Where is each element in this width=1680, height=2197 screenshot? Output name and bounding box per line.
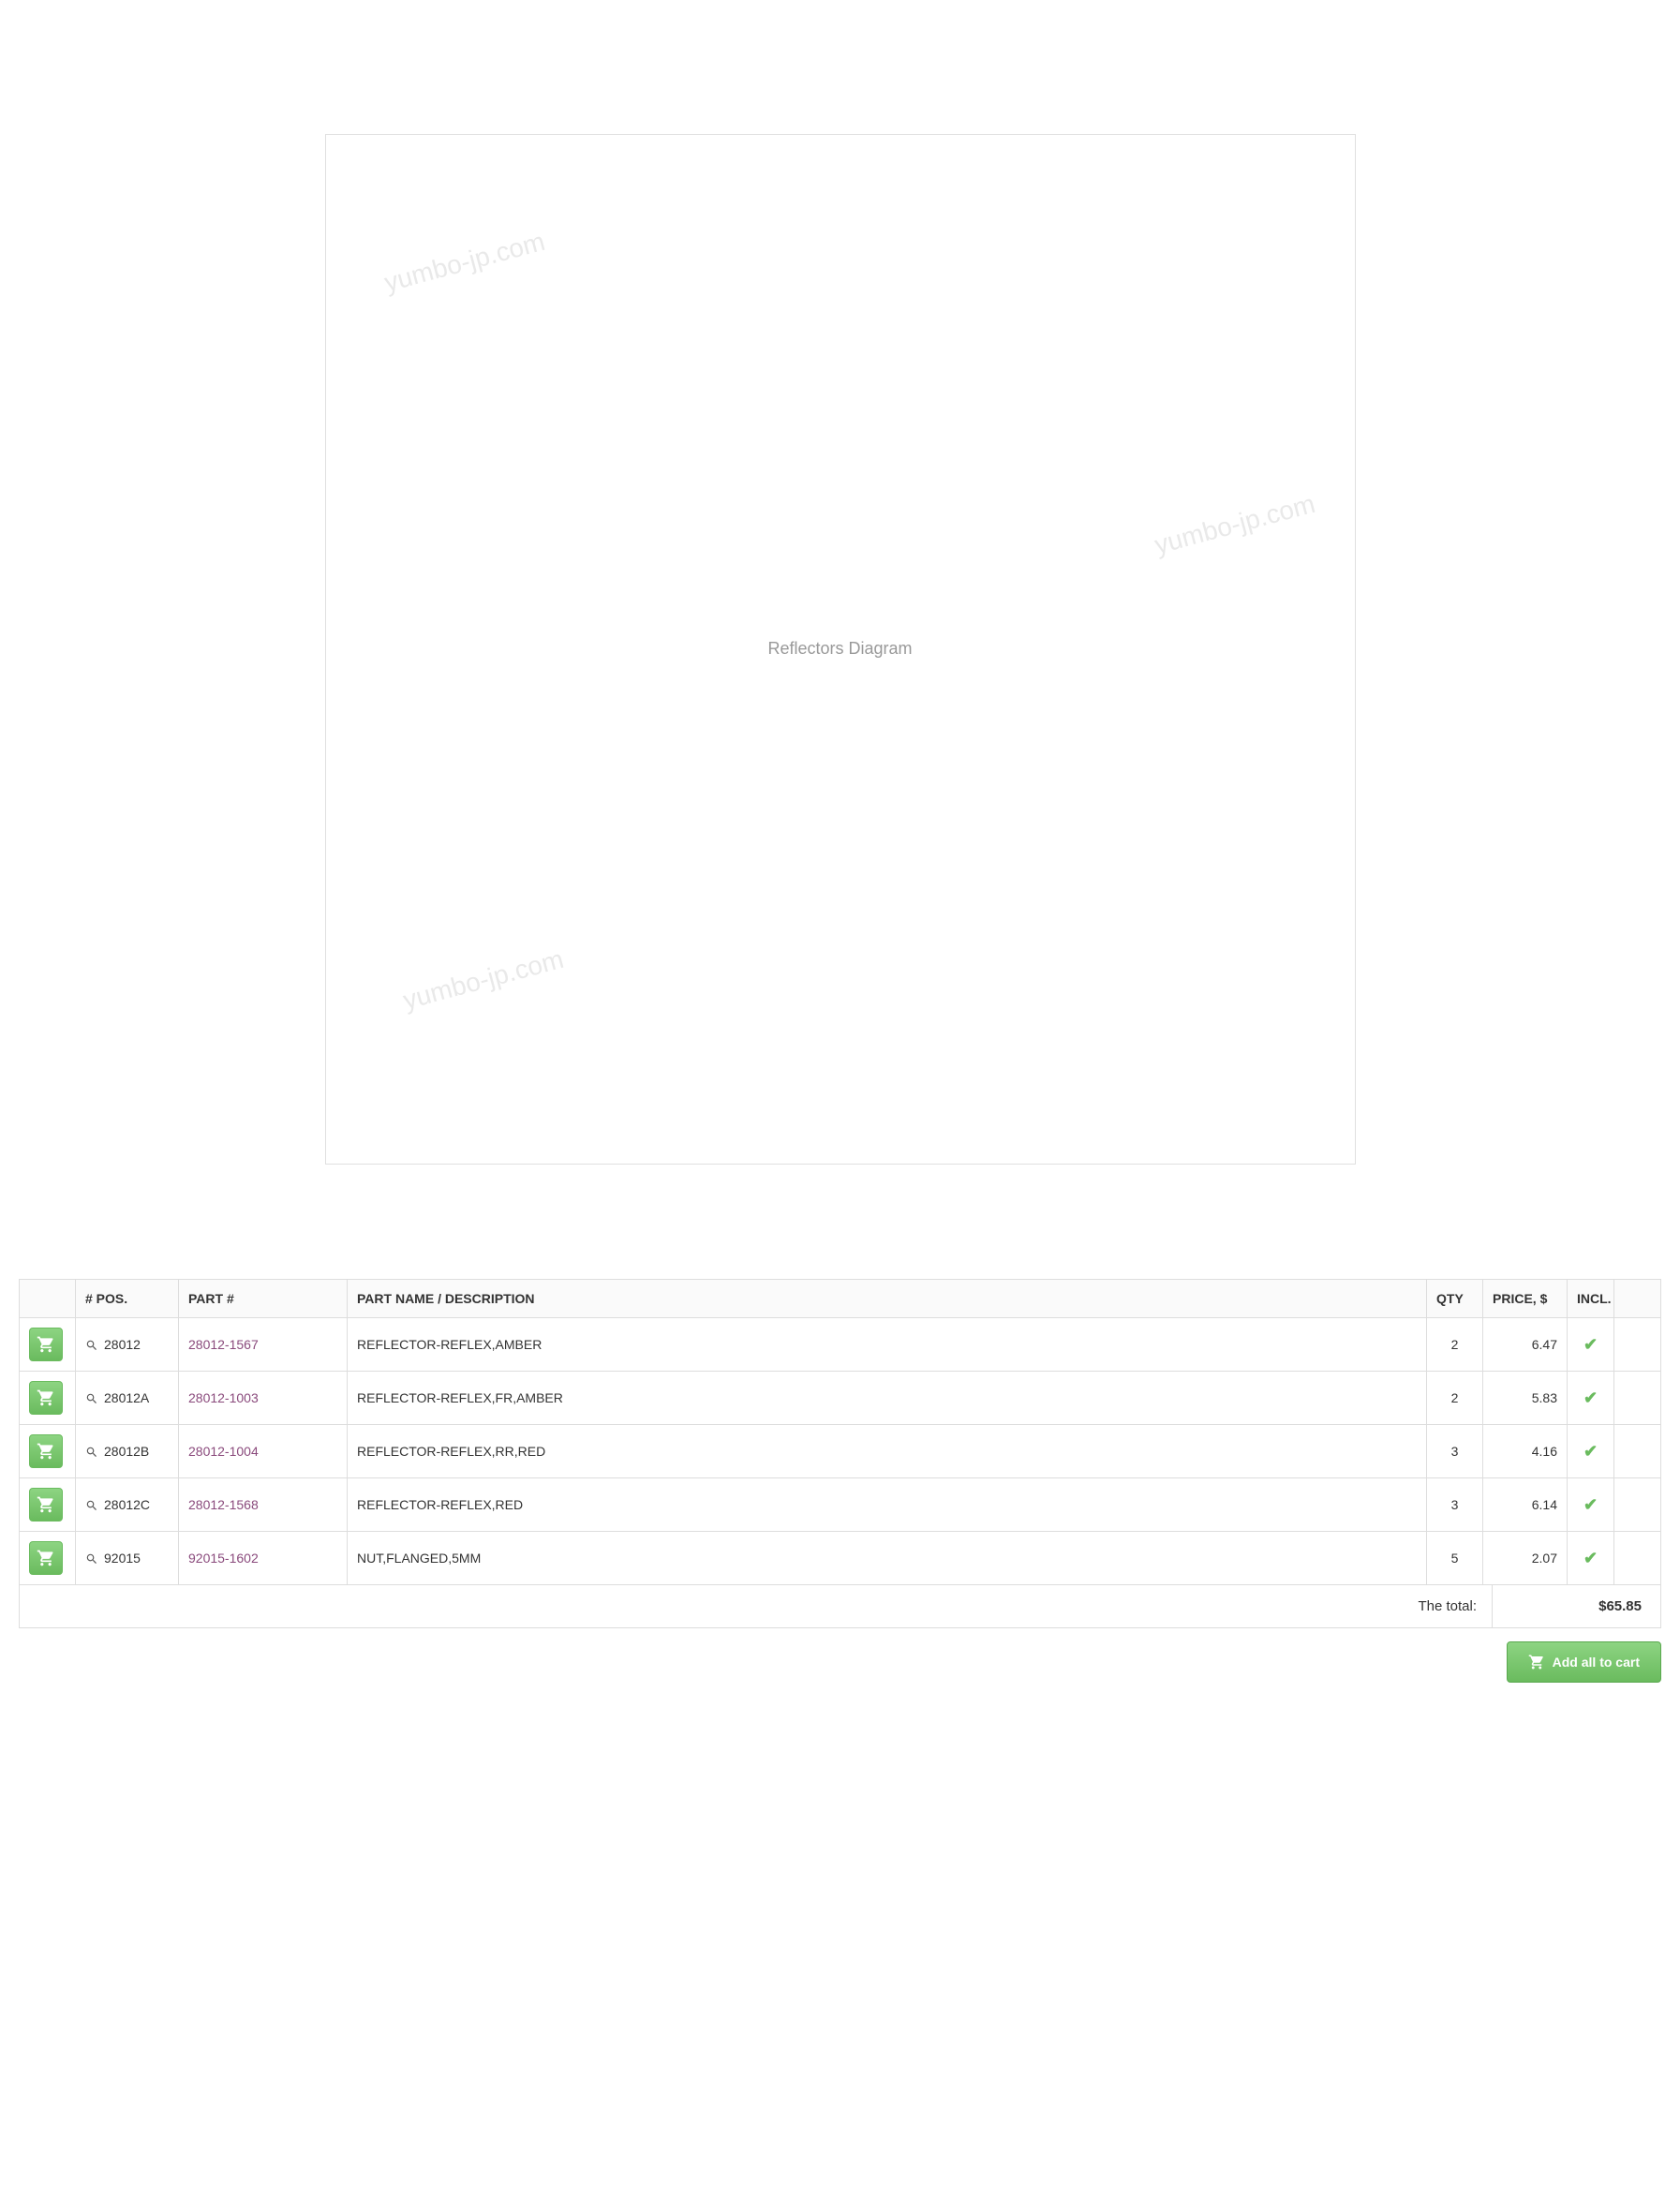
add-to-cart-button[interactable] <box>29 1434 63 1468</box>
part-number-cell: 28012-1003 <box>179 1372 348 1425</box>
add-to-cart-button[interactable] <box>29 1541 63 1575</box>
part-number-link[interactable]: 28012-1003 <box>188 1390 259 1405</box>
position-value: 92015 <box>104 1551 141 1566</box>
position-value: 28012 <box>104 1337 141 1352</box>
included-cell: ✔ <box>1568 1425 1614 1478</box>
price-cell: 5.83 <box>1483 1372 1568 1425</box>
part-number-link[interactable]: 28012-1004 <box>188 1444 259 1459</box>
quantity-cell: 2 <box>1427 1318 1483 1372</box>
check-icon: ✔ <box>1583 1335 1598 1354</box>
part-number-cell: 28012-1004 <box>179 1425 348 1478</box>
add-all-label: Add all to cart <box>1553 1655 1640 1670</box>
parts-diagram[interactable]: Reflectors Diagram yumbo-jp.com yumbo-jp… <box>325 134 1356 1165</box>
position-value: 28012C <box>104 1497 150 1512</box>
position-cell[interactable]: 92015 <box>76 1532 179 1585</box>
price-cell: 6.14 <box>1483 1478 1568 1532</box>
check-icon: ✔ <box>1583 1549 1598 1567</box>
check-icon: ✔ <box>1583 1495 1598 1514</box>
cart-icon <box>1528 1654 1545 1670</box>
description-cell: REFLECTOR-REFLEX,FR,AMBER <box>348 1372 1427 1425</box>
add-to-cart-button[interactable] <box>29 1488 63 1522</box>
check-icon: ✔ <box>1583 1388 1598 1407</box>
header-incl: INCL. <box>1568 1280 1614 1318</box>
position-cell[interactable]: 28012B <box>76 1425 179 1478</box>
position-cell[interactable]: 28012C <box>76 1478 179 1532</box>
diagram-placeholder-text: Reflectors Diagram <box>767 639 912 659</box>
price-cell: 6.47 <box>1483 1318 1568 1372</box>
quantity-cell: 2 <box>1427 1372 1483 1425</box>
included-cell: ✔ <box>1568 1372 1614 1425</box>
empty-cell <box>1614 1478 1661 1532</box>
included-cell: ✔ <box>1568 1478 1614 1532</box>
add-to-cart-button[interactable] <box>29 1381 63 1415</box>
parts-table-section: # POS. PART # PART NAME / DESCRIPTION QT… <box>19 1279 1661 1696</box>
price-cell: 4.16 <box>1483 1425 1568 1478</box>
table-row: 92015 92015-1602 NUT,FLANGED,5MM52.07 ✔ <box>20 1532 1661 1585</box>
included-cell: ✔ <box>1568 1318 1614 1372</box>
header-price: PRICE, $ <box>1483 1280 1568 1318</box>
price-cell: 2.07 <box>1483 1532 1568 1585</box>
part-number-cell: 92015-1602 <box>179 1532 348 1585</box>
empty-cell <box>1614 1532 1661 1585</box>
add-all-to-cart-button[interactable]: Add all to cart <box>1507 1641 1661 1683</box>
header-qty: QTY <box>1427 1280 1483 1318</box>
watermark-text: yumbo-jp.com <box>380 226 547 297</box>
header-empty <box>1614 1280 1661 1318</box>
part-number-link[interactable]: 28012-1568 <box>188 1497 259 1512</box>
watermark-text: yumbo-jp.com <box>1152 488 1318 559</box>
parts-table: # POS. PART # PART NAME / DESCRIPTION QT… <box>19 1279 1661 1585</box>
description-cell: REFLECTOR-REFLEX,RR,RED <box>348 1425 1427 1478</box>
table-row: 28012C 28012-1568 REFLECTOR-REFLEX,RED36.1… <box>20 1478 1661 1532</box>
empty-cell <box>1614 1425 1661 1478</box>
part-number-cell: 28012-1567 <box>179 1318 348 1372</box>
summary-value: $65.85 <box>1492 1585 1660 1627</box>
table-row: 28012B 28012-1004 REFLECTOR-REFLEX,RR,RED3… <box>20 1425 1661 1478</box>
empty-cell <box>1614 1372 1661 1425</box>
position-cell[interactable]: 28012A <box>76 1372 179 1425</box>
add-all-row: Add all to cart <box>19 1628 1661 1696</box>
description-cell: REFLECTOR-REFLEX,RED <box>348 1478 1427 1532</box>
add-to-cart-button[interactable] <box>29 1328 63 1361</box>
header-pos: # POS. <box>76 1280 179 1318</box>
position-value: 28012A <box>104 1390 149 1405</box>
page-container: Reflectors Diagram yumbo-jp.com yumbo-jp… <box>0 0 1680 1715</box>
header-part: PART # <box>179 1280 348 1318</box>
summary-label: The total: <box>1403 1585 1492 1627</box>
header-cart <box>20 1280 76 1318</box>
part-number-link[interactable]: 92015-1602 <box>188 1551 259 1566</box>
description-cell: NUT,FLANGED,5MM <box>348 1532 1427 1585</box>
table-header-row: # POS. PART # PART NAME / DESCRIPTION QT… <box>20 1280 1661 1318</box>
quantity-cell: 3 <box>1427 1425 1483 1478</box>
table-row: 28012A 28012-1003 REFLECTOR-REFLEX,FR,AMBE… <box>20 1372 1661 1425</box>
part-number-link[interactable]: 28012-1567 <box>188 1337 259 1352</box>
diagram-container: Reflectors Diagram yumbo-jp.com yumbo-jp… <box>19 19 1661 1279</box>
watermark-text: yumbo-jp.com <box>399 943 566 1015</box>
table-row: 28012 28012-1567 REFLECTOR-REFLEX,AMBER26.… <box>20 1318 1661 1372</box>
position-value: 28012B <box>104 1444 149 1459</box>
quantity-cell: 3 <box>1427 1478 1483 1532</box>
check-icon: ✔ <box>1583 1442 1598 1461</box>
position-cell[interactable]: 28012 <box>76 1318 179 1372</box>
quantity-cell: 5 <box>1427 1532 1483 1585</box>
empty-cell <box>1614 1318 1661 1372</box>
header-desc: PART NAME / DESCRIPTION <box>348 1280 1427 1318</box>
description-cell: REFLECTOR-REFLEX,AMBER <box>348 1318 1427 1372</box>
summary-row: The total: $65.85 <box>19 1584 1661 1628</box>
included-cell: ✔ <box>1568 1532 1614 1585</box>
part-number-cell: 28012-1568 <box>179 1478 348 1532</box>
